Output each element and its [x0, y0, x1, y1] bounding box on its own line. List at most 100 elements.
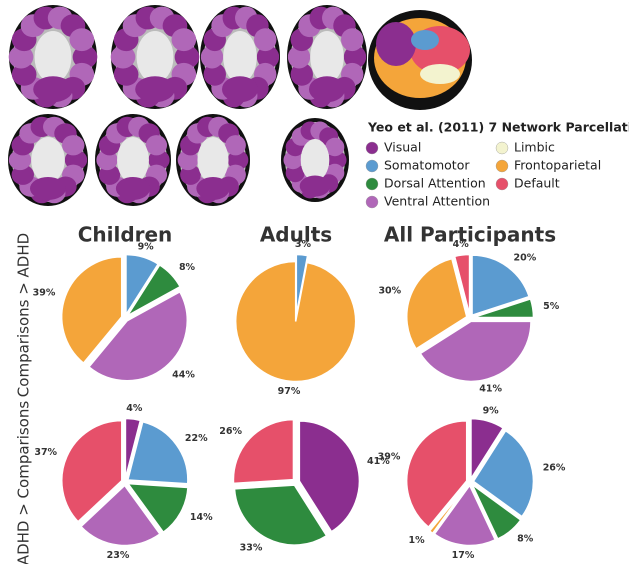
- pie-value-label: 4%: [453, 239, 470, 250]
- brain-region: [203, 62, 226, 86]
- brain-region: [200, 45, 224, 69]
- brain-region: [69, 28, 95, 52]
- legend-label: Somatomotor: [384, 158, 470, 173]
- legend-swatch: [365, 141, 379, 155]
- pie-value-label: 20%: [513, 253, 536, 264]
- pie-slice: [419, 320, 532, 383]
- brain-region: [325, 137, 345, 157]
- pie-value-label: 23%: [107, 550, 130, 561]
- pie-value-label: 8%: [517, 534, 534, 545]
- pie-slice: [473, 297, 535, 319]
- brain-region: [225, 135, 246, 156]
- pie-slice: [87, 290, 188, 382]
- pie-slice: [234, 260, 357, 383]
- brain-region: [72, 45, 98, 69]
- pie-value-label: 39%: [33, 287, 56, 298]
- pie-slice: [232, 418, 295, 485]
- brain-core: [310, 31, 344, 83]
- row-label: ADHD > Comparisons: [15, 401, 33, 564]
- pie-value-label: 5%: [543, 301, 560, 312]
- brain-region: [110, 45, 136, 69]
- brain-region: [343, 45, 367, 69]
- pie-value-label: 44%: [172, 370, 195, 381]
- pie-value-label: 9%: [138, 241, 155, 252]
- brain-core: [31, 137, 65, 183]
- pie-slice: [471, 484, 522, 540]
- pie-slice: [428, 484, 469, 535]
- pie-value-label: 8%: [179, 262, 196, 273]
- brain-back: [299, 175, 331, 197]
- brain-region: [256, 45, 280, 69]
- brain-back: [196, 177, 230, 201]
- brain-region: [290, 62, 313, 86]
- brain-back: [115, 177, 151, 201]
- pie-value-label: 37%: [34, 447, 57, 458]
- pie-slice: [298, 420, 361, 533]
- brain-core: [34, 31, 72, 83]
- pie-slice: [126, 482, 189, 534]
- brain-back: [309, 76, 345, 103]
- pie-value-label: 97%: [278, 386, 301, 397]
- brain-region: [11, 62, 37, 86]
- brain-core: [197, 137, 229, 183]
- legend-label: Visual: [384, 140, 421, 155]
- brain-core: [300, 139, 330, 181]
- pie-slice: [472, 429, 535, 518]
- legend-label: Dorsal Attention: [384, 176, 486, 191]
- pie-value-label: 41%: [367, 456, 390, 467]
- brain-region: [113, 62, 139, 86]
- legend-swatch: [495, 159, 509, 173]
- pie-slice: [453, 253, 471, 315]
- brain-region: [174, 45, 200, 69]
- pie-slice: [233, 484, 328, 546]
- brain-region: [171, 28, 197, 52]
- legend-swatch: [495, 177, 509, 191]
- pie-slice: [126, 420, 189, 485]
- pie-value-label: 14%: [190, 512, 213, 523]
- brain-region: [254, 28, 277, 52]
- brain-region: [287, 45, 311, 69]
- pie-slice: [433, 484, 497, 547]
- pie-slice: [406, 257, 468, 350]
- pie-slice: [471, 254, 531, 317]
- legend-label: Frontoparietal: [514, 158, 601, 173]
- legend-swatch: [365, 177, 379, 191]
- pie-value-label: 22%: [185, 433, 208, 444]
- brain-region: [145, 135, 168, 156]
- column-title: Children: [78, 223, 173, 247]
- pie-slice: [126, 263, 182, 317]
- brain-back: [30, 177, 66, 201]
- sagittal-region: [420, 64, 460, 84]
- pie-value-label: 26%: [543, 463, 566, 474]
- row-label: Comparisons > ADHD: [15, 233, 33, 397]
- pie-slice: [124, 417, 142, 479]
- pie-slice: [60, 256, 123, 365]
- legend-swatch: [365, 195, 379, 209]
- pie-value-label: 4%: [126, 403, 143, 414]
- brain-core: [136, 31, 174, 83]
- pie-value-label: 41%: [479, 384, 502, 395]
- brain-core: [117, 137, 149, 183]
- pie-value-label: 39%: [378, 451, 401, 462]
- pie-slice: [405, 420, 468, 529]
- legend-swatch: [365, 159, 379, 173]
- pie-value-label: 17%: [452, 550, 475, 561]
- pie-value-label: 9%: [483, 405, 500, 416]
- column-title: Adults: [260, 223, 332, 247]
- legend-label: Default: [514, 176, 560, 191]
- sagittal-region: [376, 22, 416, 66]
- pie-value-label: 3%: [295, 239, 312, 250]
- column-title: All Participants: [384, 223, 556, 247]
- pie-value-label: 30%: [378, 285, 401, 296]
- brain-back: [33, 76, 73, 103]
- legend-label: Limbic: [514, 140, 555, 155]
- sagittal-region: [411, 30, 439, 50]
- brain-core: [223, 31, 257, 83]
- pie-slice: [79, 484, 161, 547]
- pie-slice: [470, 417, 505, 482]
- pie-value-label: 33%: [240, 542, 263, 553]
- brain-region: [341, 28, 364, 52]
- brain-back: [135, 76, 175, 103]
- legend-title: Yeo et al. (2011) 7 Network Parcellation: [367, 120, 629, 135]
